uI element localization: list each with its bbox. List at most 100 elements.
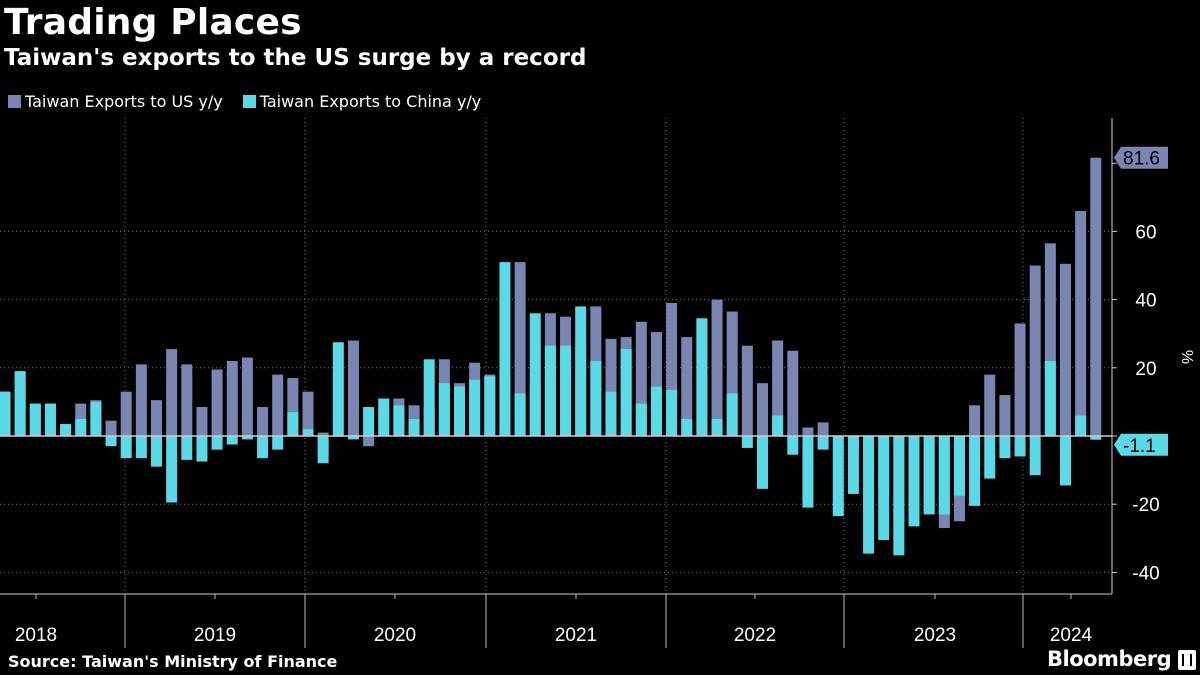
bar-china	[635, 403, 647, 436]
bar-china	[287, 412, 299, 436]
year-label: 2024	[1050, 625, 1093, 646]
bar-china	[317, 436, 329, 464]
last-value-flag-china	[1114, 433, 1168, 456]
bar-us	[120, 391, 132, 436]
chart-subtitle: Taiwan's exports to the US surge by a re…	[4, 45, 587, 71]
bar-us	[772, 340, 784, 436]
bar-us	[135, 364, 147, 436]
y-tick-label: 20	[1135, 359, 1156, 380]
legend: Taiwan Exports to US y/y Taiwan Exports …	[8, 92, 481, 111]
year-label: 2019	[194, 625, 236, 646]
bar-china	[969, 436, 981, 506]
bar-china	[211, 436, 223, 450]
bar-china	[29, 403, 41, 436]
bar-china	[393, 405, 405, 436]
bar-china	[44, 403, 56, 436]
y-tick-label: -20	[1132, 495, 1159, 516]
bar-china	[151, 436, 162, 467]
bar-china	[181, 436, 193, 460]
bar-us	[711, 299, 723, 436]
bar-us	[787, 350, 799, 436]
last-value-label-us: 81.6	[1123, 149, 1160, 170]
legend-label-us: Taiwan Exports to US y/y	[25, 92, 223, 111]
bar-us	[984, 374, 996, 436]
bar-us	[635, 321, 647, 436]
bar-china	[620, 349, 632, 436]
bar-us	[272, 374, 284, 436]
bar-china	[696, 318, 708, 436]
bar-china	[363, 407, 375, 436]
bar-china	[1029, 436, 1041, 476]
bar-china	[590, 360, 602, 436]
bar-china	[878, 436, 890, 541]
bar-china	[408, 418, 420, 436]
legend-swatch-us	[8, 95, 21, 108]
brand-logo: Bloomberg	[1047, 647, 1172, 671]
bar-us	[347, 340, 359, 436]
bar-us	[196, 407, 208, 436]
bar-china	[105, 436, 117, 447]
bar-china	[241, 436, 253, 440]
bar-china	[438, 383, 450, 436]
bar-us	[181, 364, 193, 436]
y-axis-label: %	[1178, 350, 1195, 364]
bar-china	[60, 424, 72, 436]
bar-china	[893, 436, 905, 556]
year-label: 2020	[374, 625, 416, 646]
bar-china	[605, 391, 617, 436]
bar-china	[650, 386, 662, 436]
bar-china	[832, 436, 844, 517]
last-value-flag-us	[1114, 146, 1168, 169]
bar-china	[938, 436, 950, 515]
bar-china	[999, 436, 1011, 459]
bar-us	[514, 262, 526, 436]
bar-us	[287, 378, 299, 436]
bar-china	[120, 436, 132, 459]
bar-us	[257, 407, 269, 436]
bar-us	[999, 395, 1011, 436]
bar-china	[166, 436, 178, 503]
bar-china	[1075, 415, 1087, 436]
bar-us	[1090, 157, 1102, 436]
bar-china	[347, 436, 359, 440]
bar-china	[135, 436, 147, 459]
bar-us	[1044, 243, 1056, 436]
bar-china	[1090, 436, 1102, 440]
bar-us	[741, 345, 753, 436]
chart-title: Trading Places	[4, 2, 302, 43]
bar-china	[196, 436, 208, 462]
bar-us	[226, 360, 238, 436]
bar-china	[575, 306, 587, 436]
bar-china	[378, 398, 390, 436]
bar-china	[847, 436, 859, 494]
bar-us	[650, 331, 662, 436]
bar-china	[484, 376, 496, 436]
bar-us	[817, 422, 829, 436]
bar-china	[454, 386, 465, 436]
bar-us	[211, 369, 223, 436]
bar-us	[681, 337, 693, 436]
bar-china	[984, 436, 996, 479]
bar-us	[726, 311, 738, 436]
bar-us	[1029, 265, 1041, 436]
year-label: 2018	[15, 625, 57, 646]
bar-china	[772, 415, 784, 436]
legend-item-china: Taiwan Exports to China y/y	[242, 92, 481, 111]
year-label: 2022	[734, 625, 776, 646]
legend-item-us: Taiwan Exports to US y/y	[8, 92, 223, 111]
bar-china	[802, 436, 814, 508]
bar-china	[469, 379, 481, 436]
bar-china	[226, 436, 238, 445]
bar-us	[802, 427, 814, 436]
bar-china	[923, 436, 935, 515]
bar-china	[863, 436, 875, 554]
bar-us	[969, 405, 981, 436]
bar-china	[272, 436, 284, 450]
bar-china	[332, 342, 344, 436]
last-value-label-china: -1.1	[1123, 436, 1156, 457]
bar-china	[544, 345, 556, 436]
bar-china	[0, 391, 11, 436]
bar-china	[726, 393, 738, 436]
bar-us	[666, 303, 678, 436]
